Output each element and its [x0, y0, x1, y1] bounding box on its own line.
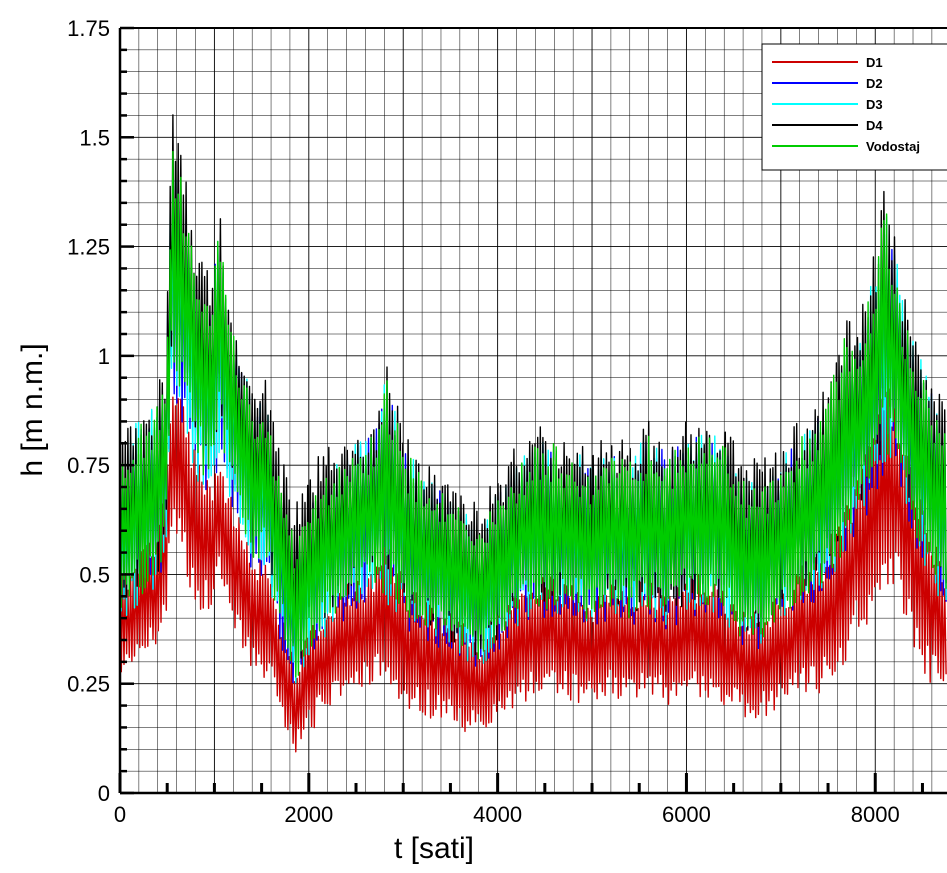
x-tick-label: 2000	[284, 802, 333, 827]
x-axis-title: t [sati]	[394, 832, 474, 865]
y-tick-label: 1.25	[67, 235, 110, 260]
x-tick-label: 4000	[473, 802, 522, 827]
y-tick-label: 1	[98, 344, 110, 369]
series-layer	[119, 114, 947, 753]
legend: D1 D2 D3 D4 Vodostaj	[761, 43, 947, 171]
y-axis-ticks: 0 0.25 0.5 0.75 1 1.25 1.5 1.75	[67, 16, 134, 806]
legend-label-d1: D1	[866, 55, 883, 70]
y-tick-label: 0	[98, 781, 110, 806]
y-tick-label: 0.5	[79, 562, 110, 587]
legend-label-vodostaj: Vodostaj	[866, 139, 920, 154]
series-line-vodostaj	[119, 150, 947, 678]
x-axis-ticks: 0 2000 4000 6000 8000	[114, 773, 924, 827]
y-tick-label: 1.5	[79, 125, 110, 150]
x-tick-label: 8000	[851, 802, 900, 827]
legend-label-d4: D4	[866, 118, 883, 133]
y-tick-label: 0.25	[67, 672, 110, 697]
legend-label-d3: D3	[866, 97, 883, 112]
y-tick-label: 1.75	[67, 16, 110, 41]
x-tick-label: 0	[114, 802, 126, 827]
x-tick-label: 6000	[662, 802, 711, 827]
y-axis-title: h [m n.m.]	[16, 343, 49, 476]
series-line-d1	[119, 388, 947, 753]
axes	[118, 27, 947, 795]
legend-box	[761, 43, 947, 171]
y-tick-label: 0.75	[67, 453, 110, 478]
legend-label-d2: D2	[866, 76, 883, 91]
